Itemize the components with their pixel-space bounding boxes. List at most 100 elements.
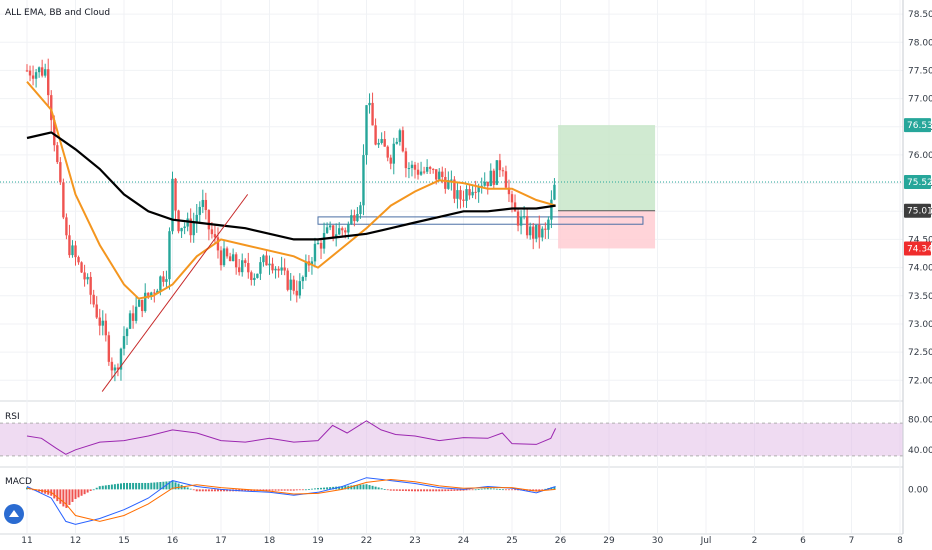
candle-up bbox=[465, 189, 468, 201]
macd-histogram-bar bbox=[398, 489, 401, 491]
candle-up bbox=[280, 267, 283, 271]
price-tick-label: 73.00 bbox=[908, 320, 932, 330]
candle-up bbox=[419, 171, 423, 175]
candle-up bbox=[338, 228, 341, 235]
candle-up bbox=[144, 292, 147, 312]
candle-up bbox=[325, 227, 329, 234]
macd-histogram-bar bbox=[456, 489, 459, 491]
candle-down bbox=[428, 167, 432, 169]
macd-histogram-bar bbox=[389, 489, 392, 491]
candle-down bbox=[435, 169, 438, 180]
candle-down bbox=[341, 228, 344, 231]
candle-up bbox=[425, 167, 429, 172]
macd-histogram-bar bbox=[171, 481, 174, 490]
macd-histogram-bar bbox=[129, 482, 132, 490]
macd-histogram-bar bbox=[553, 486, 556, 490]
stop-loss-zone bbox=[558, 210, 656, 249]
candle-down bbox=[80, 262, 83, 273]
candle-up bbox=[262, 255, 265, 263]
candle-down bbox=[331, 225, 335, 238]
macd-histogram-bar bbox=[183, 486, 186, 490]
candle-up bbox=[310, 261, 314, 266]
price-tick-label: 73.50 bbox=[908, 292, 932, 302]
candle-up bbox=[456, 190, 459, 199]
candle-up bbox=[347, 223, 350, 233]
macd-histogram-bar bbox=[53, 489, 56, 499]
rsi-tick-label: 40.00 bbox=[908, 446, 932, 456]
date-tick-label: 17 bbox=[215, 536, 226, 546]
macd-histogram-bar bbox=[480, 488, 483, 490]
macd-histogram-bar bbox=[359, 484, 362, 490]
candle-down bbox=[404, 151, 408, 169]
candle-down bbox=[422, 171, 426, 173]
macd-histogram-bar bbox=[307, 489, 310, 490]
profit-target-zone bbox=[558, 125, 656, 211]
rsi-title: RSI bbox=[5, 412, 20, 422]
candle-down bbox=[65, 217, 68, 236]
macd-histogram-bar bbox=[113, 484, 116, 490]
macd-line bbox=[26, 477, 556, 525]
candle-down bbox=[162, 276, 165, 282]
macd-histogram-bar bbox=[174, 482, 177, 490]
candle-up bbox=[150, 292, 153, 296]
candle-up bbox=[304, 261, 308, 277]
macd-histogram-bar bbox=[138, 482, 141, 490]
macd-histogram-bar bbox=[59, 489, 62, 504]
candle-down bbox=[228, 256, 232, 262]
candle-up bbox=[471, 191, 474, 196]
macd-histogram-bar bbox=[395, 489, 398, 491]
candle-up bbox=[362, 155, 365, 206]
candle-up bbox=[183, 226, 186, 229]
macd-histogram-bar bbox=[265, 489, 268, 491]
candle-down bbox=[292, 279, 295, 291]
candle-down bbox=[444, 176, 447, 189]
macd-histogram-bar bbox=[362, 484, 365, 490]
candle-down bbox=[104, 320, 108, 336]
macd-histogram-bar bbox=[465, 489, 468, 491]
macd-histogram-bar bbox=[365, 484, 368, 490]
candle-up bbox=[198, 206, 201, 215]
candle-up bbox=[34, 72, 38, 79]
candle-up bbox=[259, 262, 262, 274]
position-tool[interactable] bbox=[0, 125, 903, 249]
ema-orange-line bbox=[26, 81, 556, 300]
macd-histogram-bar bbox=[535, 489, 538, 492]
candle-up bbox=[395, 141, 399, 144]
macd-histogram-bar bbox=[123, 482, 125, 490]
date-tick-label: 11 bbox=[21, 536, 32, 546]
price-tick-label: 76.00 bbox=[908, 151, 932, 161]
rsi-tick-label: 80.00 bbox=[908, 415, 932, 425]
macd-histogram-bar bbox=[104, 485, 107, 490]
price-tag-box bbox=[904, 203, 931, 218]
rsi-line bbox=[26, 420, 557, 455]
price-tick-label: 78.50 bbox=[908, 10, 932, 20]
price-tick-label: 77.00 bbox=[908, 95, 932, 105]
price-tag-label: 75.01 bbox=[907, 207, 932, 217]
macd-histogram-bar bbox=[410, 489, 413, 492]
candle-down bbox=[544, 228, 547, 230]
candle-up bbox=[322, 233, 326, 249]
candle-up bbox=[350, 215, 353, 224]
macd-histogram-bar bbox=[471, 489, 474, 491]
macd-histogram-bar bbox=[116, 483, 119, 490]
macd-histogram-bar bbox=[538, 489, 541, 491]
macd-histogram-bar bbox=[262, 489, 265, 491]
candle-up bbox=[477, 186, 480, 193]
candle-up bbox=[119, 348, 123, 370]
candle-up bbox=[380, 139, 383, 143]
macd-histogram-bar bbox=[247, 489, 250, 492]
candle-up bbox=[113, 367, 117, 371]
macd-histogram-bar bbox=[498, 489, 501, 490]
macd-histogram-bar bbox=[216, 489, 219, 492]
macd-histogram-bar bbox=[283, 489, 286, 491]
candle-up bbox=[480, 185, 483, 187]
candle-up bbox=[313, 243, 317, 262]
macd-histogram-bar bbox=[295, 489, 298, 491]
macd-histogram-bar bbox=[344, 485, 347, 490]
macd-histogram-bar bbox=[377, 487, 380, 490]
macd-histogram-bar bbox=[192, 489, 195, 491]
indicator-overlays bbox=[26, 81, 556, 392]
macd-histogram-bar bbox=[374, 486, 377, 490]
chart-title: ALL EMA, BB and Cloud bbox=[5, 8, 110, 18]
